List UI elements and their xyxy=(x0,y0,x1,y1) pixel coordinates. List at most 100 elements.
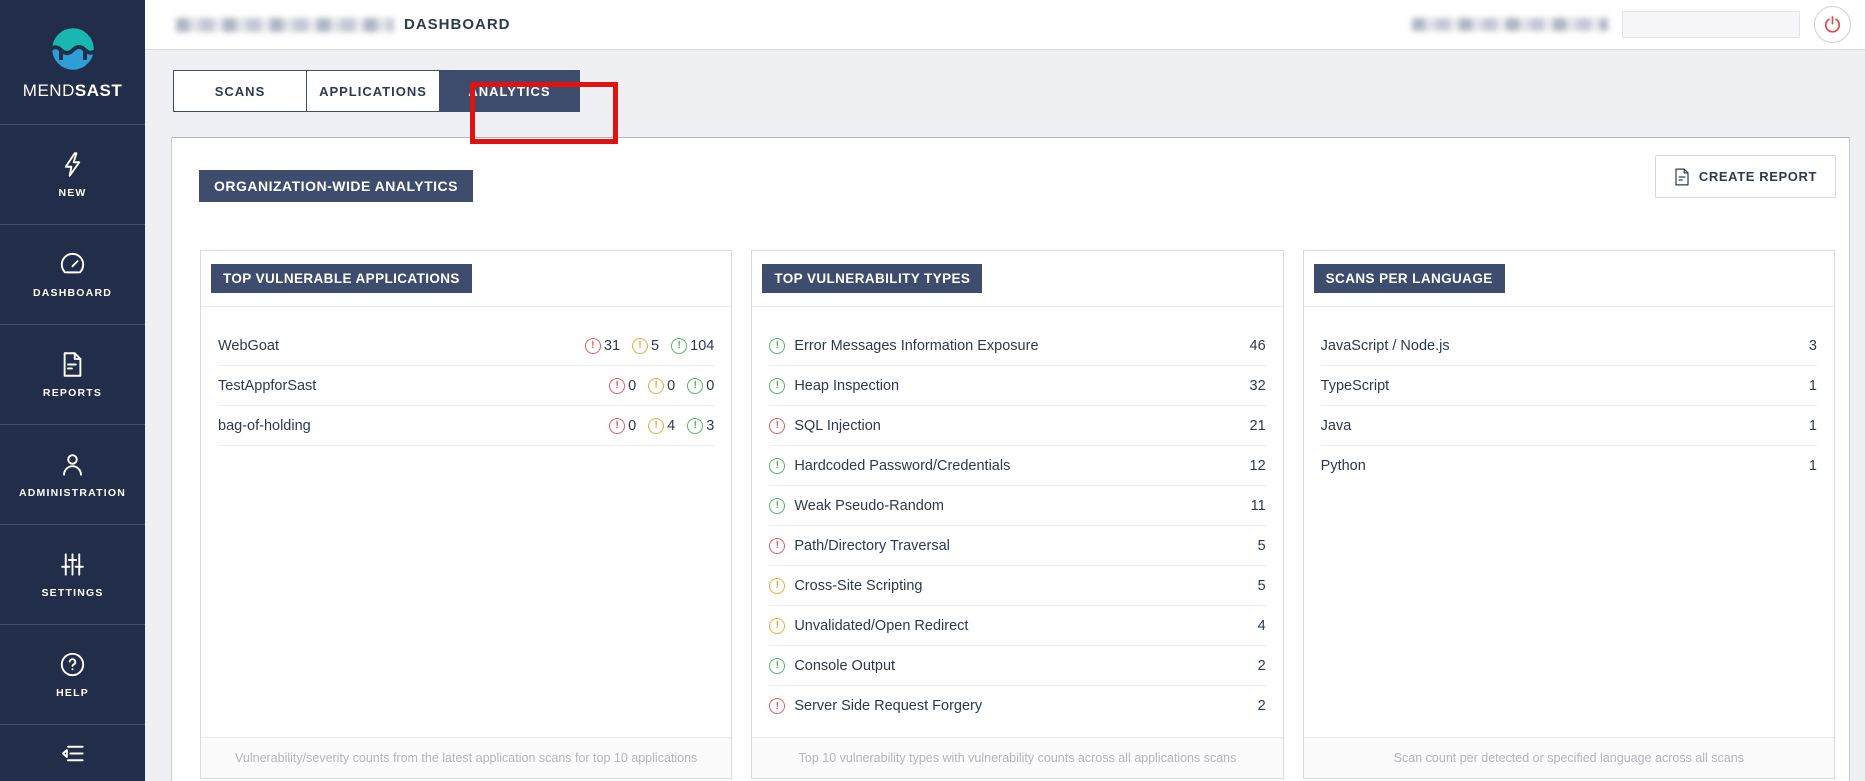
redacted-org-name xyxy=(176,17,394,32)
person-icon xyxy=(63,453,82,476)
severity-count: 0 xyxy=(628,417,637,434)
severity-high-icon: ! xyxy=(609,377,626,394)
severity-count: 5 xyxy=(651,337,660,354)
create-report-button[interactable]: CREATE REPORT xyxy=(1654,155,1836,198)
card-footer: Vulnerability/severity counts from the l… xyxy=(201,737,732,778)
power-icon xyxy=(1824,16,1841,33)
card-header: TOP VULNERABLE APPLICATIONS xyxy=(201,251,732,307)
vulnerability-type-row: ! Server Side Request Forgery 2 xyxy=(769,686,1266,726)
vulnerability-type-name: Error Messages Information Exposure xyxy=(794,337,1039,354)
sidebar-item-label: HELP xyxy=(56,686,89,699)
severity-medium-icon: ! xyxy=(648,377,665,394)
card-title-badge: TOP VULNERABILITY TYPES xyxy=(762,264,983,293)
question-icon xyxy=(60,652,85,676)
vulnerability-type-name: Hardcoded Password/Credentials xyxy=(794,457,1011,474)
top-bar: DASHBOARD xyxy=(145,0,1865,50)
vulnerability-type-name: Unvalidated/Open Redirect xyxy=(794,617,969,634)
language-row: JavaScript / Node.js 3 xyxy=(1320,326,1817,366)
severity-counts: ! 31! 5! 104 xyxy=(584,337,715,354)
severity-chip-low: ! 3 xyxy=(687,417,715,434)
severity-high-icon: ! xyxy=(769,698,786,714)
severity-count: 0 xyxy=(706,377,715,394)
vulnerability-type-row: ! SQL Injection 21 xyxy=(769,406,1266,446)
severity-chip-low: ! 104 xyxy=(671,337,715,354)
vulnerability-count: 21 xyxy=(1249,417,1266,434)
sidebar-item-label: REPORTS xyxy=(42,386,103,399)
sidebar-collapse-button[interactable] xyxy=(0,725,145,781)
severity-low-icon: ! xyxy=(769,657,786,674)
vulnerability-type-name: SQL Injection xyxy=(794,417,881,434)
content-area: SCANS APPLICATIONS ANALYTICS ORGANIZATIO… xyxy=(145,50,1865,781)
severity-low-icon: ! xyxy=(769,337,786,354)
card-header: SCANS PER LANGUAGE xyxy=(1303,251,1834,307)
vulnerability-count: 46 xyxy=(1249,337,1266,354)
sidebar-item-help[interactable]: HELP xyxy=(0,625,145,725)
card-footer: Scan count per detected or specified lan… xyxy=(1303,737,1834,778)
card-title-badge: SCANS PER LANGUAGE xyxy=(1313,264,1505,293)
card-header: TOP VULNERABILITY TYPES xyxy=(752,251,1283,307)
severity-low-icon: ! xyxy=(769,377,786,394)
vulnerability-type-row: ! Unvalidated/Open Redirect 4 xyxy=(769,606,1266,646)
severity-count: 104 xyxy=(690,337,715,354)
vulnerability-type-row: ! Cross-Site Scripting 5 xyxy=(769,566,1266,606)
redacted-user-info xyxy=(1412,18,1608,31)
logout-button[interactable] xyxy=(1814,6,1851,43)
tab-analytics[interactable]: ANALYTICS xyxy=(440,70,580,112)
severity-chip-low: ! 0 xyxy=(687,377,715,394)
severity-chip-high: ! 0 xyxy=(609,377,637,394)
severity-count: 0 xyxy=(628,377,637,394)
language-row: TypeScript 1 xyxy=(1320,366,1817,406)
sidebar-item-new[interactable]: NEW xyxy=(0,125,145,225)
scan-count: 1 xyxy=(1808,377,1817,394)
sidebar-item-reports[interactable]: REPORTS xyxy=(0,325,145,425)
severity-high-icon: ! xyxy=(769,417,786,434)
sliders-icon xyxy=(61,552,84,576)
sidebar: MENDSAST NEW DASHBOARD REPORTS xyxy=(0,0,145,781)
sidebar-logo[interactable]: MENDSAST xyxy=(0,0,145,125)
vulnerability-count: 11 xyxy=(1250,497,1266,514)
vulnerability-count: 4 xyxy=(1257,617,1266,634)
language-name: TypeScript xyxy=(1320,377,1390,394)
application-row: bag-of-holding! 0! 4! 3 xyxy=(218,406,715,446)
sidebar-item-label: NEW xyxy=(58,186,87,199)
scan-count: 1 xyxy=(1808,458,1817,474)
tab-applications[interactable]: APPLICATIONS xyxy=(307,70,440,112)
card-footer: Top 10 vulnerability types with vulnerab… xyxy=(752,737,1283,778)
section-title-badge: ORGANIZATION-WIDE ANALYTICS xyxy=(199,170,473,202)
application-row: TestAppforSast! 0! 0! 0 xyxy=(218,366,715,406)
severity-low-icon: ! xyxy=(671,337,688,354)
severity-chip-medium: ! 0 xyxy=(648,377,676,394)
application-name: TestAppforSast xyxy=(218,377,317,394)
vulnerability-count: 12 xyxy=(1249,457,1266,474)
application-row: WebGoat! 31! 5! 104 xyxy=(218,326,715,366)
language-name: Java xyxy=(1320,417,1352,434)
sidebar-item-settings[interactable]: SETTINGS xyxy=(0,525,145,625)
severity-medium-icon: ! xyxy=(769,617,786,634)
vulnerability-count: 2 xyxy=(1257,657,1266,674)
severity-count: 0 xyxy=(667,377,676,394)
application-name: WebGoat xyxy=(218,337,279,354)
severity-low-icon: ! xyxy=(769,497,786,514)
sidebar-item-administration[interactable]: ADMINISTRATION xyxy=(0,425,145,525)
vulnerability-count: 5 xyxy=(1257,577,1266,594)
vulnerability-type-name: Weak Pseudo-Random xyxy=(794,497,944,514)
severity-count: 31 xyxy=(603,337,621,354)
severity-counts: ! 0! 0! 0 xyxy=(609,377,715,394)
severity-count: 4 xyxy=(667,417,676,434)
vulnerability-type-name: Console Output xyxy=(794,657,896,674)
severity-chip-medium: ! 5 xyxy=(632,337,660,354)
card-body: WebGoat! 31! 5! 104 TestAppforSast! 0! 0! 0 bag-… xyxy=(201,307,731,446)
language-row: Python 1 xyxy=(1321,446,1817,486)
redacted-org-selector[interactable] xyxy=(1622,11,1800,38)
top-right-cluster xyxy=(1412,6,1851,43)
card-top-vulnerable-applications: TOP VULNERABLE APPLICATIONS WebGoat! 31! 5… xyxy=(200,250,733,779)
vulnerability-type-row: ! Heap Inspection 32 xyxy=(769,366,1266,406)
collapse-menu-icon xyxy=(61,745,84,761)
vulnerability-type-name: Path/Directory Traversal xyxy=(794,537,950,554)
tab-scans[interactable]: SCANS xyxy=(173,70,307,112)
severity-high-icon: ! xyxy=(769,537,786,554)
sidebar-item-dashboard[interactable]: DASHBOARD xyxy=(0,225,145,325)
severity-count: 3 xyxy=(706,417,715,434)
severity-chip-high: ! 31 xyxy=(584,337,621,354)
